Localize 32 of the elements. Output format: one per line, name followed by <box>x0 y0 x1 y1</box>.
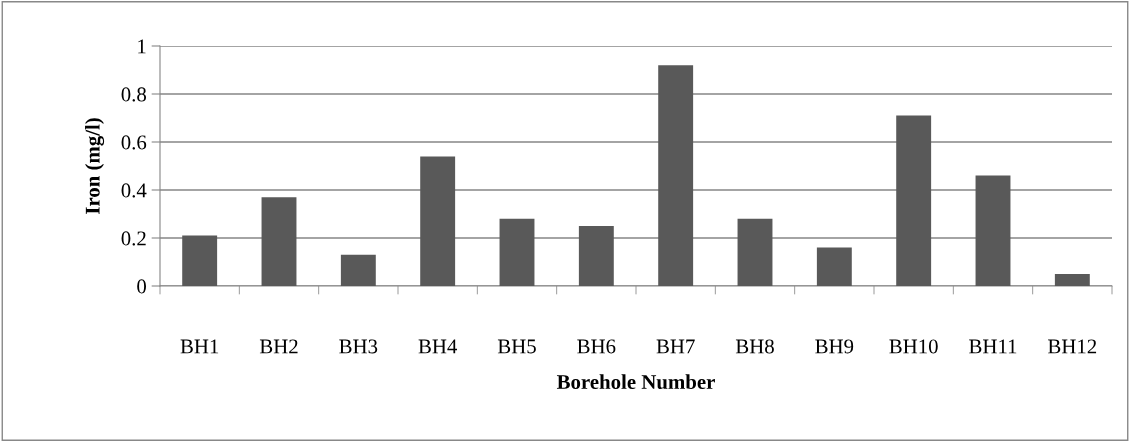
bar <box>340 254 376 286</box>
bar <box>816 247 852 286</box>
x-tick-label: BH4 <box>418 339 458 354</box>
bar <box>578 226 614 286</box>
bar <box>896 115 932 286</box>
y-tick-label: 1 <box>138 39 146 54</box>
y-tick-label: 0.4 <box>121 183 147 198</box>
x-tick-label: BH10 <box>889 339 938 354</box>
x-tick-label: BH1 <box>180 339 219 354</box>
x-tick-label: BH5 <box>497 339 536 354</box>
y-tick-label: 0.8 <box>121 87 147 102</box>
bar <box>1054 274 1090 286</box>
x-tick-label: BH7 <box>656 339 695 354</box>
y-tick-label: 0 <box>137 279 147 294</box>
bar <box>737 218 773 286</box>
x-tick-label: BH11 <box>969 339 1017 354</box>
x-axis-title: Borehole Number <box>556 374 715 390</box>
bar <box>975 175 1011 286</box>
bar <box>499 218 535 286</box>
x-tick-label: BH9 <box>815 339 854 354</box>
bar <box>261 197 297 286</box>
x-tick-label: BH8 <box>735 339 774 354</box>
bar <box>182 235 218 286</box>
bar <box>420 156 456 286</box>
x-tick-label: BH6 <box>577 339 616 354</box>
y-tick-label: 0.6 <box>121 135 147 150</box>
x-tick-label: BH12 <box>1048 339 1097 354</box>
y-tick-label: 0.2 <box>121 231 146 246</box>
x-tick-label: BH2 <box>259 339 298 354</box>
bar <box>658 65 694 286</box>
y-axis-title: Iron (mg/l) <box>85 118 105 215</box>
x-tick-label: BH3 <box>339 339 378 354</box>
